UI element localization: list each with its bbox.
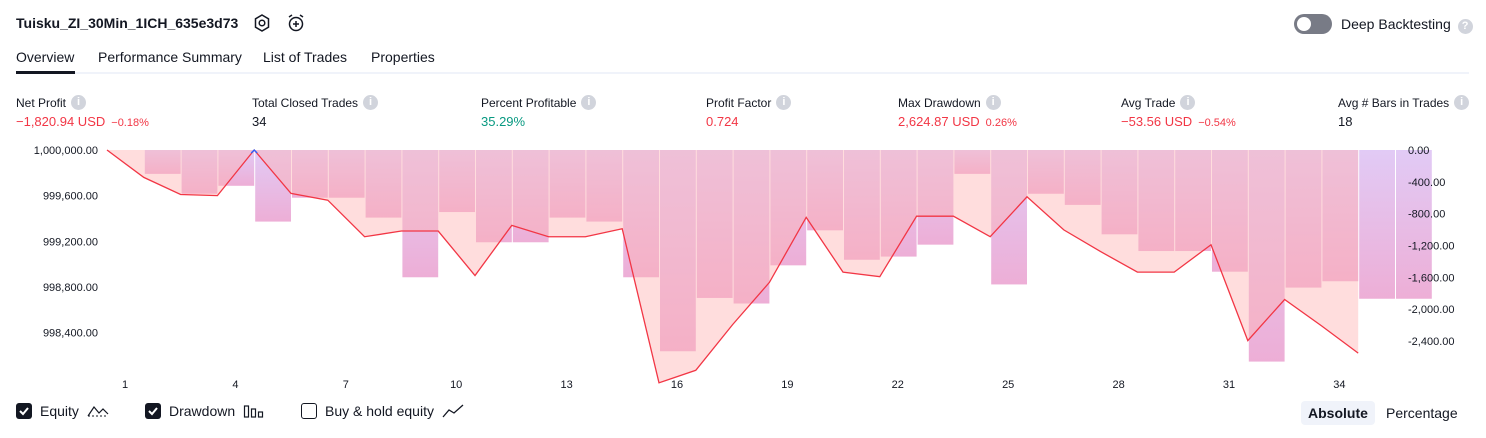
right-axis-tick-label: -1,600.00 bbox=[1408, 272, 1454, 284]
x-axis-tick-label: 22 bbox=[892, 379, 904, 390]
drawdown-bar bbox=[1285, 150, 1322, 288]
x-axis-tick-label: 10 bbox=[450, 379, 462, 390]
checkbox-buy-hold-equity[interactable] bbox=[301, 403, 317, 419]
drawdown-bar bbox=[1175, 150, 1211, 252]
drawdown-bar bbox=[292, 150, 328, 198]
drawdown-bar bbox=[1064, 150, 1101, 205]
x-axis-tick-label: 28 bbox=[1112, 379, 1124, 390]
drawdown-bars-icon bbox=[244, 405, 264, 418]
metric-total-closed-trades: Total Closed Trades i 34 bbox=[252, 95, 379, 129]
x-axis-tick-label: 16 bbox=[671, 379, 683, 390]
equity-drawdown-fill bbox=[107, 150, 1359, 383]
x-axis-tick-label: 4 bbox=[232, 379, 238, 390]
left-axis-tick-label: 998,400.00 bbox=[43, 328, 98, 340]
metric-net-profit: Net Profit i −1,820.94 USD −0.18% bbox=[16, 95, 149, 129]
x-axis-tick-label: 19 bbox=[781, 379, 793, 390]
info-icon[interactable]: i bbox=[985, 95, 1001, 110]
metric-max-drawdown: Max Drawdown i 2,624.87 USD 0.26% bbox=[898, 95, 1017, 129]
drawdown-bar bbox=[1248, 150, 1285, 362]
info-icon[interactable]: i bbox=[71, 95, 87, 110]
drawdown-bar bbox=[218, 150, 255, 186]
drawdown-bar bbox=[365, 150, 402, 218]
drawdown-bar bbox=[1212, 150, 1248, 272]
x-axis-tick-label: 25 bbox=[1002, 379, 1014, 390]
left-axis-tick-label: 1,000,000.00 bbox=[34, 145, 98, 157]
drawdown-bar bbox=[181, 150, 218, 194]
tab-performance-summary[interactable]: Performance Summary bbox=[98, 49, 242, 65]
x-axis-tick-label: 7 bbox=[343, 379, 349, 390]
drawdown-bar bbox=[549, 150, 586, 218]
info-icon[interactable]: i bbox=[363, 95, 379, 110]
drawdown-bar bbox=[917, 150, 954, 245]
right-axis-tick-label: 0.00 bbox=[1408, 145, 1429, 157]
drawdown-bar bbox=[660, 150, 696, 352]
drawdown-bar bbox=[1028, 150, 1064, 194]
legend-drawdown[interactable]: Drawdown bbox=[145, 403, 265, 419]
tab-properties[interactable]: Properties bbox=[371, 49, 435, 65]
drawdown-bar bbox=[880, 150, 917, 257]
right-axis-tick-label: -400.00 bbox=[1408, 177, 1445, 189]
left-axis-tick-label: 999,600.00 bbox=[43, 191, 98, 203]
right-axis-tick-label: -2,400.00 bbox=[1408, 336, 1454, 348]
deep-backtesting-label: Deep Backtesting ? bbox=[1341, 16, 1473, 34]
equity-peak-marker bbox=[250, 149, 258, 154]
drawdown-bar bbox=[733, 150, 770, 304]
drawdown-bar bbox=[770, 150, 807, 266]
drawdown-bar bbox=[844, 150, 880, 260]
drawdown-bar bbox=[1101, 150, 1138, 235]
drawdown-bar bbox=[328, 150, 365, 198]
info-icon[interactable]: i bbox=[1180, 95, 1196, 110]
right-axis-tick-label: -2,000.00 bbox=[1408, 304, 1454, 316]
absolute-mode-button[interactable]: Absolute bbox=[1301, 401, 1375, 425]
right-axis-tick-label: -1,200.00 bbox=[1408, 240, 1454, 252]
active-tab-indicator bbox=[16, 71, 75, 74]
tab-list-of-trades[interactable]: List of Trades bbox=[263, 49, 348, 65]
strategy-title: Tuisku_ZI_30Min_1ICH_635e3d73 bbox=[16, 15, 239, 31]
drawdown-bar bbox=[954, 150, 991, 174]
legend-equity[interactable]: Equity bbox=[16, 403, 109, 419]
drawdown-bar bbox=[807, 150, 843, 231]
equity-line-icon bbox=[87, 405, 109, 417]
gear-icon[interactable] bbox=[252, 13, 272, 33]
checkbox-drawdown[interactable] bbox=[145, 403, 161, 419]
checkbox-equity[interactable] bbox=[16, 403, 32, 419]
drawdown-bar bbox=[1322, 150, 1359, 282]
drawdown-bar bbox=[1359, 150, 1395, 299]
metric-avg-bars-in-trades: Avg # Bars in Trades i 18 bbox=[1338, 95, 1470, 129]
left-axis-tick-label: 998,800.00 bbox=[43, 282, 98, 294]
deep-backtesting-toggle[interactable] bbox=[1294, 14, 1332, 34]
drawdown-bar bbox=[402, 150, 439, 278]
drawdown-bar bbox=[439, 150, 475, 213]
left-axis-tick-label: 999,200.00 bbox=[43, 236, 98, 248]
buy-hold-line-icon bbox=[442, 404, 464, 418]
drawdown-bar bbox=[991, 150, 1027, 285]
legend-buy-hold-equity[interactable]: Buy & hold equity bbox=[301, 403, 464, 419]
drawdown-bar bbox=[1138, 150, 1175, 252]
question-icon[interactable]: ? bbox=[1457, 19, 1473, 34]
drawdown-bar bbox=[586, 150, 623, 222]
info-icon[interactable]: i bbox=[581, 95, 597, 110]
info-icon[interactable]: i bbox=[1454, 95, 1470, 110]
x-axis-tick-label: 13 bbox=[560, 379, 572, 390]
x-axis-tick-label: 31 bbox=[1223, 379, 1235, 390]
info-icon[interactable]: i bbox=[776, 95, 792, 110]
alarm-add-icon[interactable] bbox=[286, 13, 306, 33]
metric-profit-factor: Profit Factor i 0.724 bbox=[706, 95, 792, 129]
right-axis-tick-label: -800.00 bbox=[1408, 209, 1445, 221]
drawdown-bar bbox=[476, 150, 512, 243]
equity-line bbox=[106, 148, 1359, 384]
drawdown-bar bbox=[696, 150, 733, 298]
equity-chart[interactable]: 1,000,000.00 999,600.00 999,200.00 998,800.… bbox=[0, 140, 1486, 390]
percentage-mode-button[interactable]: Percentage bbox=[1386, 405, 1458, 421]
tabs-divider bbox=[16, 72, 1469, 74]
x-axis-tick-label: 34 bbox=[1333, 379, 1345, 390]
metric-percent-profitable: Percent Profitable i 35.29% bbox=[481, 95, 597, 129]
metric-avg-trade: Avg Trade i −53.56 USD −0.54% bbox=[1121, 95, 1236, 129]
drawdown-bar bbox=[144, 150, 181, 174]
tab-overview[interactable]: Overview bbox=[16, 49, 75, 65]
x-axis-tick-label: 1 bbox=[122, 379, 128, 390]
drawdown-bar bbox=[1396, 150, 1432, 299]
